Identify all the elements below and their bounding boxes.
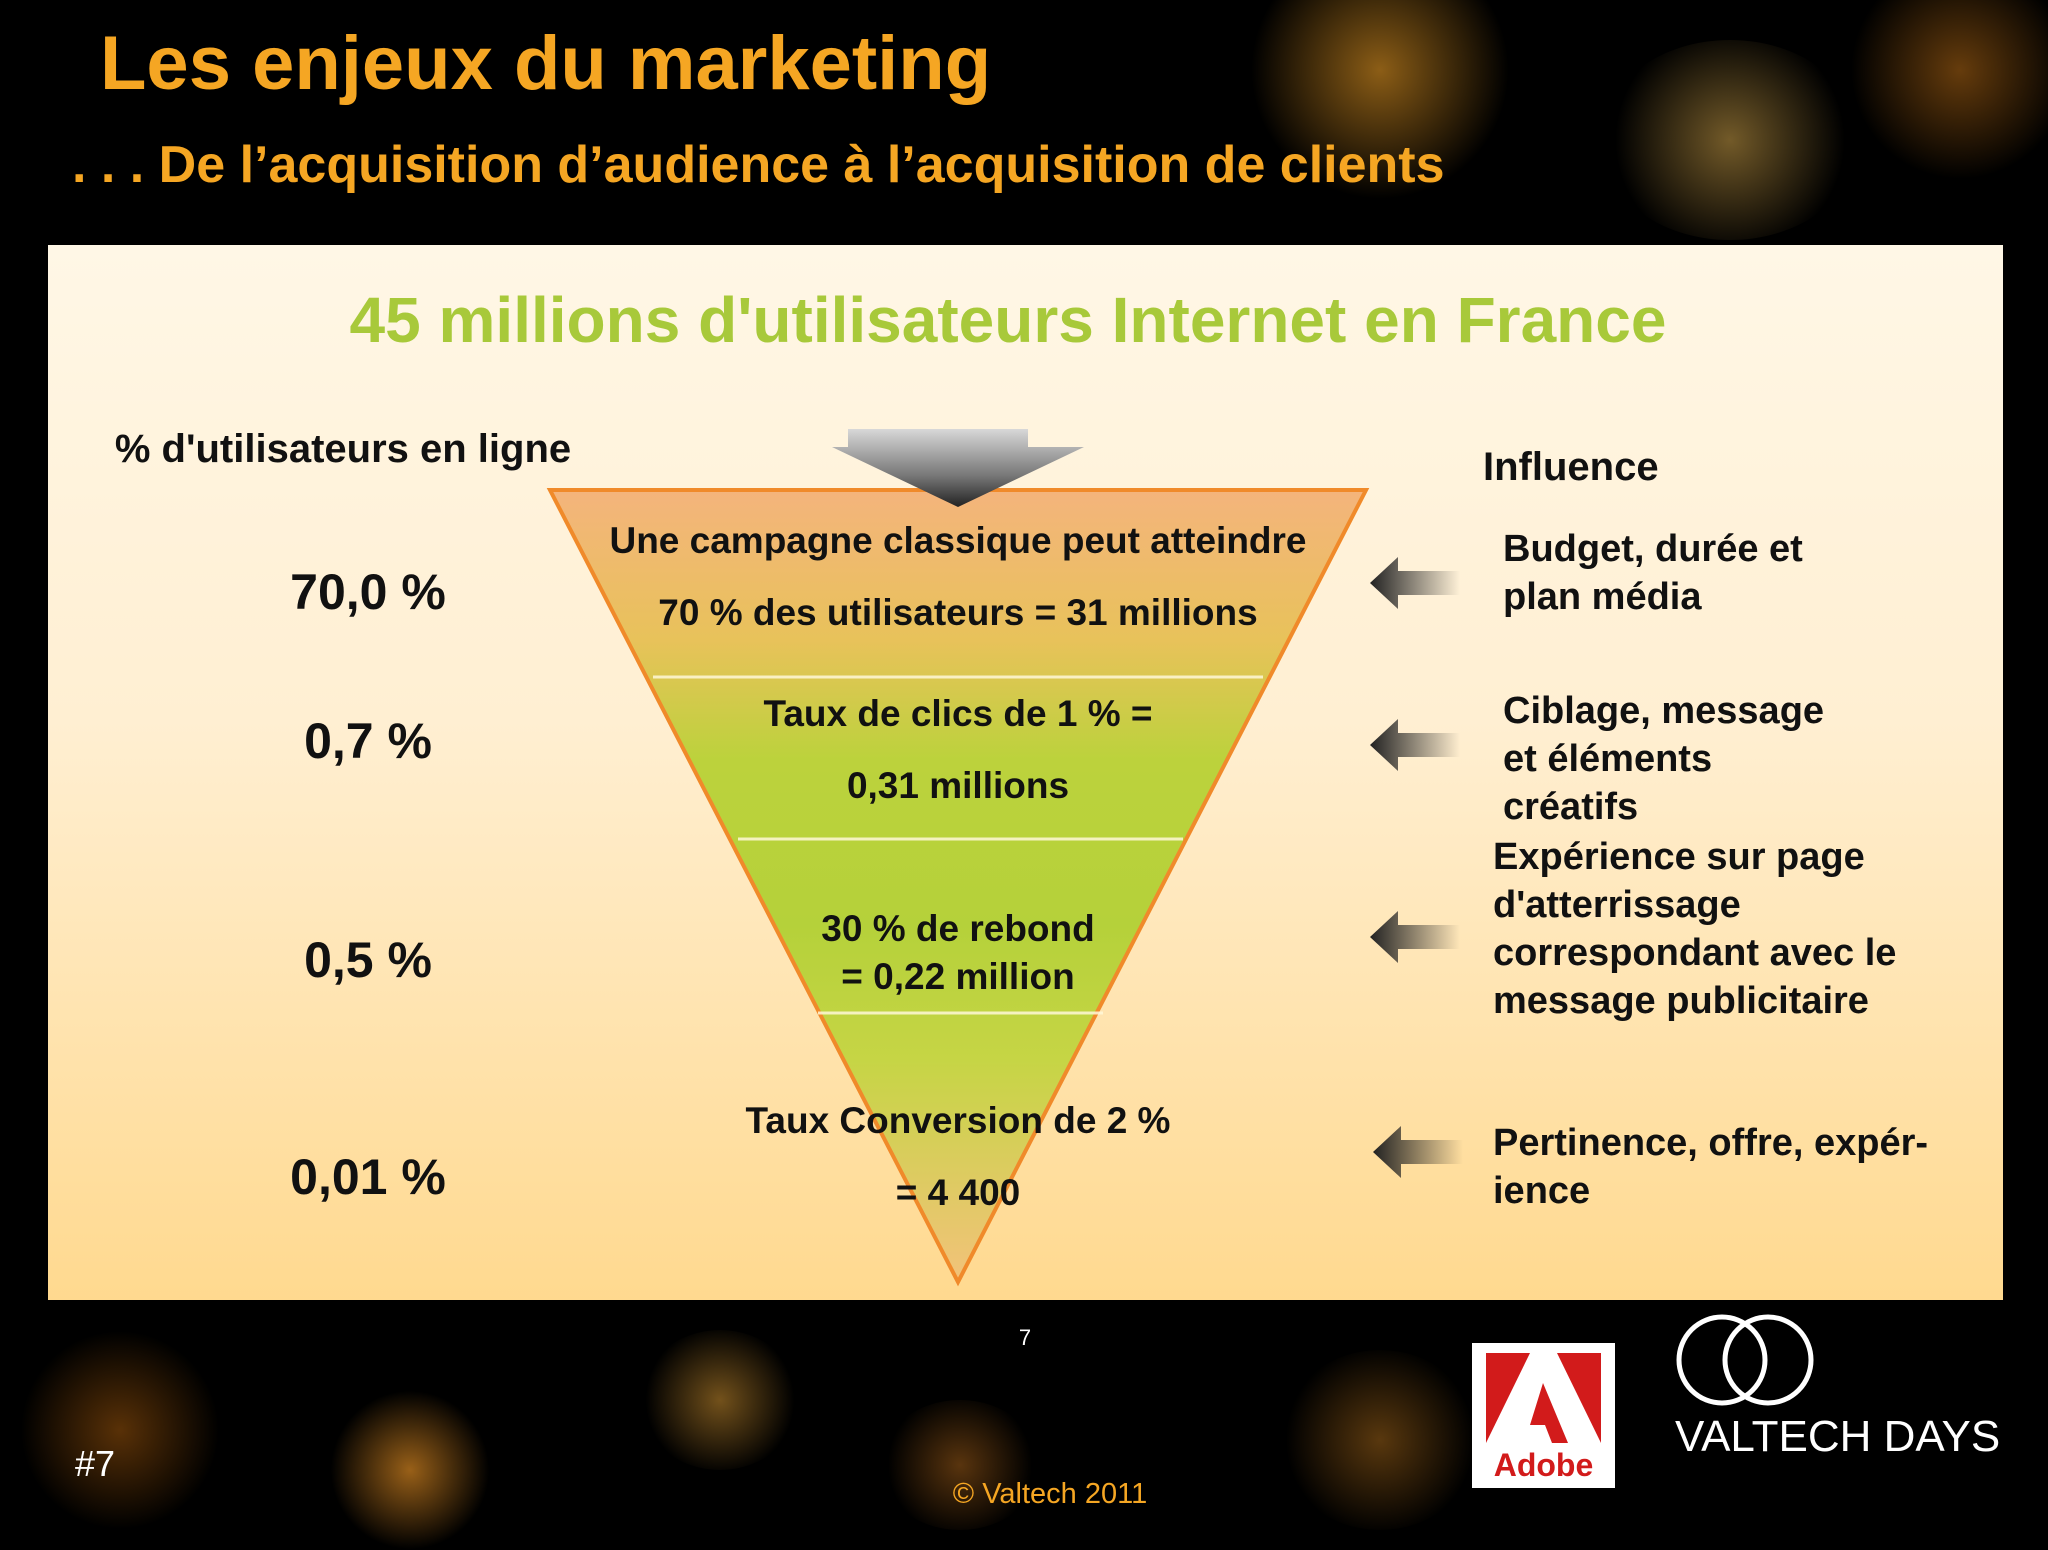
- adobe-logo: Adobe: [1472, 1343, 1615, 1488]
- funnel-stage-text: 30 % de rebond: [821, 908, 1095, 949]
- adobe-wordmark: Adobe: [1493, 1447, 1594, 1483]
- left-arrow-icon: [1370, 911, 1460, 963]
- headline: 45 millions d'utilisateurs Internet en F…: [349, 284, 1667, 356]
- funnel-stage-text: = 0,22 million: [841, 956, 1075, 997]
- funnel-stage-1: Une campagne classique peut atteindre 70…: [578, 517, 1338, 637]
- percentage-value: 0,7 %: [304, 713, 432, 769]
- down-arrow-icon: [832, 429, 1084, 507]
- bokeh-light: [1850, 0, 2048, 180]
- funnel-stage-text: Une campagne classique peut atteindre: [609, 520, 1307, 561]
- bokeh-light: [640, 1330, 800, 1470]
- influence-line: Budget, durée et: [1503, 528, 1803, 570]
- percentage-value: 70,0 %: [290, 564, 446, 620]
- percentage-value: 0,01 %: [290, 1149, 446, 1205]
- left-arrow-icon: [1370, 557, 1460, 609]
- funnel-stage-text: = 4 400: [895, 1172, 1021, 1213]
- funnel-diagram: [546, 429, 1370, 1287]
- influence-line: Ciblage, message: [1503, 690, 1825, 732]
- percentage-value: 0,5 %: [304, 932, 432, 988]
- copyright-text: © Valtech 2011: [952, 1478, 1148, 1510]
- funnel-stage-text: 0,31 millions: [846, 765, 1070, 806]
- funnel-stage-text: Taux de clics de 1 % =: [763, 693, 1153, 734]
- adobe-a-icon: [1486, 1353, 1601, 1443]
- bokeh-light: [1600, 40, 1860, 240]
- influence-heading: Influence: [1483, 445, 1659, 489]
- left-arrow-icon: [1370, 719, 1460, 771]
- funnel-stage-3: 30 % de rebond = 0,22 million: [748, 905, 1168, 1001]
- slide-hash-label: #7: [75, 1443, 116, 1484]
- left-arrow-icon: [1373, 1126, 1463, 1178]
- influence-item: Ciblage, message et éléments créatifs: [1503, 687, 1824, 831]
- slide-title: Les enjeux du marketing: [100, 21, 992, 106]
- bokeh-light: [330, 1390, 490, 1550]
- influence-line: plan média: [1503, 576, 1702, 618]
- bokeh-light: [20, 1330, 220, 1530]
- influence-item: Pertinence, offre, expér- ience: [1493, 1119, 1928, 1215]
- influence-line: Pertinence, offre, expér-: [1493, 1122, 1929, 1164]
- influence-line: créatifs: [1503, 786, 1639, 828]
- slide-subtitle: . . . De l’acquisition d’audience à l’ac…: [72, 136, 1445, 194]
- influence-line: ience: [1493, 1170, 1591, 1212]
- funnel-stage-4: Taux Conversion de 2 % = 4 400: [708, 1097, 1208, 1217]
- bokeh-light: [1280, 1350, 1480, 1530]
- funnel-stage-2: Taux de clics de 1 % = 0,31 millions: [708, 690, 1208, 810]
- influence-item: Budget, durée et plan média: [1503, 525, 1803, 621]
- left-column-heading: % d'utilisateurs en ligne: [114, 427, 572, 471]
- influence-line: et éléments: [1503, 738, 1713, 780]
- funnel-stage-text: Taux Conversion de 2 %: [745, 1100, 1171, 1141]
- influence-item: Expérience sur page d'atterrissage corre…: [1493, 833, 1896, 1025]
- valtech-wordmark: VALTECH DAYS: [1675, 1412, 2001, 1461]
- content-panel: 45 millions d'utilisateurs Internet en F…: [48, 245, 2003, 1300]
- page-number: 7: [1018, 1325, 1032, 1350]
- influence-line: message publicitaire: [1493, 980, 1869, 1022]
- influence-line: d'atterrissage: [1493, 884, 1741, 926]
- influence-line: Expérience sur page: [1493, 836, 1865, 878]
- valtech-rings-icon: [1676, 1314, 1814, 1406]
- funnel-stage-text: 70 % des utilisateurs = 31 millions: [658, 592, 1258, 633]
- influence-line: correspondant avec le: [1493, 932, 1897, 974]
